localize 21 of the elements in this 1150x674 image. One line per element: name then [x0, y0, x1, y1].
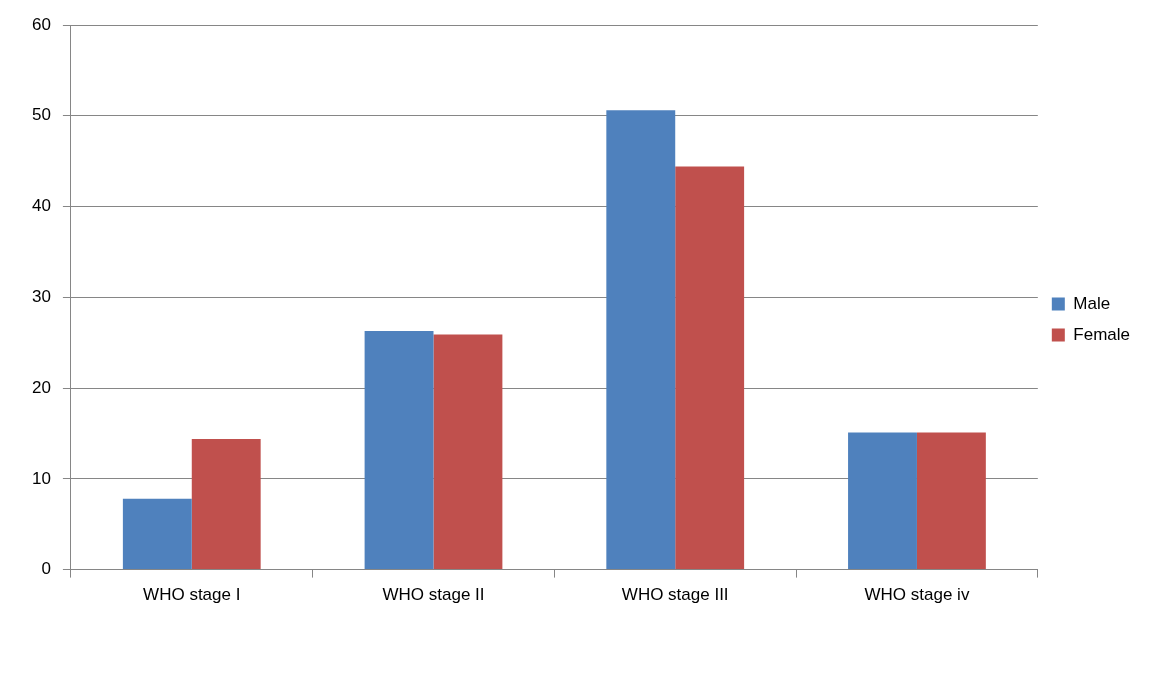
y-tick-label: 50	[31, 105, 51, 125]
legend-label: Female	[1073, 324, 1130, 344]
bar	[433, 334, 503, 570]
y-tick-label: 0	[41, 559, 51, 579]
bar	[122, 498, 192, 570]
x-tick-label: WHO stage II	[382, 585, 485, 605]
bar	[675, 166, 745, 570]
legend-label: Male	[1073, 293, 1111, 313]
y-tick-label: 60	[31, 14, 51, 34]
x-tick-label: WHO stage I	[143, 585, 241, 605]
x-tick-label: WHO stage iv	[864, 585, 970, 605]
y-tick-label: 20	[31, 377, 51, 397]
bar	[606, 110, 676, 570]
bar	[191, 438, 261, 570]
y-tick-label: 40	[31, 196, 51, 216]
bar	[916, 432, 986, 570]
y-tick-label: 30	[31, 286, 51, 306]
bar	[364, 330, 434, 570]
bar	[848, 432, 917, 570]
y-tick-label: 10	[31, 468, 51, 488]
x-tick-label: WHO stage III	[621, 585, 729, 605]
